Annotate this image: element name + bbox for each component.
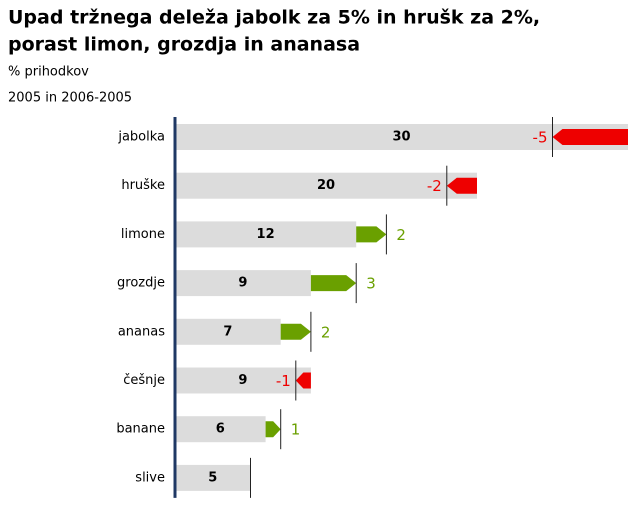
change-label: -2 xyxy=(427,177,442,195)
change-label: 2 xyxy=(396,226,406,244)
category-label: grozdje xyxy=(117,276,165,291)
change-arrow xyxy=(552,129,628,145)
category-label: banane xyxy=(116,422,165,437)
change-arrow xyxy=(295,372,311,389)
value-label: 5 xyxy=(208,470,217,485)
note: 2005 in 2006-2005 xyxy=(8,91,132,106)
value-label: 30 xyxy=(392,130,410,145)
change-arrow xyxy=(265,421,281,438)
change-arrow xyxy=(446,177,477,194)
change-arrow xyxy=(280,323,311,340)
value-label: 7 xyxy=(223,324,232,339)
value-label: 6 xyxy=(216,422,225,437)
category-label: slive xyxy=(135,470,165,485)
bar xyxy=(175,172,477,199)
change-label: -5 xyxy=(533,129,548,147)
category-label: limone xyxy=(121,227,165,242)
change-arrow xyxy=(310,275,357,292)
bar xyxy=(175,416,266,443)
change-label: -1 xyxy=(276,372,291,390)
bar xyxy=(175,221,357,248)
chart-title: porast limon, grozdja in ananasa xyxy=(8,34,360,56)
change-label: 3 xyxy=(366,275,376,293)
category-label: hruške xyxy=(121,178,165,193)
subtitle: % prihodkov xyxy=(8,65,89,80)
change-arrow xyxy=(356,226,387,243)
category-label: ananas xyxy=(118,324,165,339)
change-label: 1 xyxy=(291,421,301,439)
bar xyxy=(175,464,251,491)
bar xyxy=(175,367,311,394)
value-label: 9 xyxy=(238,373,247,388)
category-label: češnje xyxy=(123,373,165,388)
change-label: 2 xyxy=(321,323,331,341)
value-label: 20 xyxy=(317,178,335,193)
bar xyxy=(175,318,281,345)
value-label: 9 xyxy=(238,276,247,291)
category-label: jabolka xyxy=(117,130,165,145)
value-label: 12 xyxy=(257,227,275,242)
bar xyxy=(175,270,311,297)
chart-title: Upad tržnega deleža jabolk za 5% in hruš… xyxy=(8,7,540,29)
